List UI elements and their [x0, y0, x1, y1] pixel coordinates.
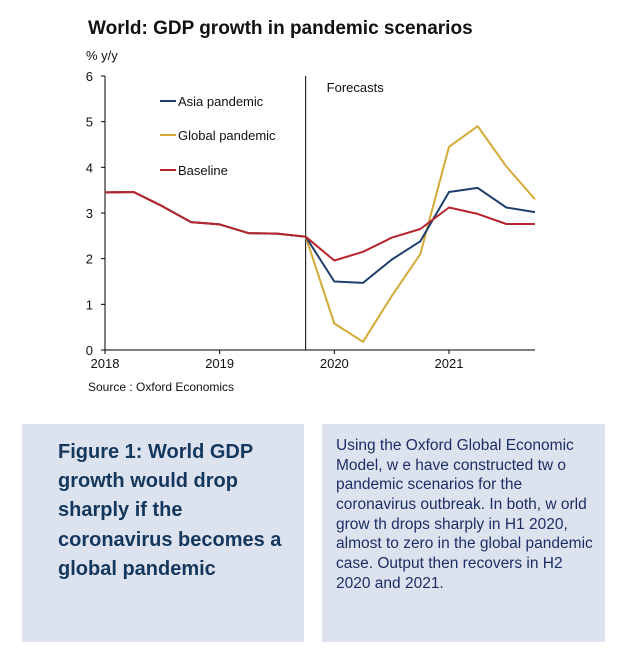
- y-axis-label: % y/y: [86, 48, 118, 63]
- series-line-baseline: [104, 191, 535, 262]
- y-tick-label: 0: [86, 343, 93, 358]
- chart-series: [104, 125, 536, 343]
- x-tick-label: 2021: [435, 356, 464, 371]
- y-tick-label: 2: [86, 252, 93, 267]
- y-tick-label: 4: [86, 160, 93, 175]
- x-tick-label: 2019: [205, 356, 234, 371]
- y-tick-label: 5: [86, 115, 93, 130]
- chart-title: World: GDP growth in pandemic scenarios: [88, 18, 473, 39]
- series-line-global-pandemic: [104, 125, 536, 343]
- figure-caption-panel: Figure 1: World GDP growth would drop sh…: [22, 424, 304, 642]
- figure-caption: Figure 1: World GDP growth would drop sh…: [58, 441, 282, 580]
- chart-axes: 0 1 2 3 4 5 6 % y/y 2018 2019 2020 2021 Forecasts: [86, 48, 535, 371]
- series-line-asia-pandemic: [104, 186, 536, 284]
- figure-description: Using the Oxford Global Economic Model, …: [336, 437, 593, 592]
- y-tick-label: 3: [86, 206, 93, 221]
- x-tick-label: 2020: [320, 356, 349, 371]
- y-tick-label: 6: [86, 69, 93, 84]
- legend-label-global-pandemic: Global pandemic: [178, 128, 276, 143]
- figure-text-panel: Using the Oxford Global Economic Model, …: [322, 424, 605, 642]
- x-tick-label: 2018: [91, 356, 120, 371]
- legend-label-baseline: Baseline: [178, 163, 228, 178]
- line-chart: 0 1 2 3 4 5 6 % y/y 2018 2019 2020 2021 Forecasts As…: [86, 48, 536, 371]
- legend-label-asia-pandemic: Asia pandemic: [178, 94, 264, 109]
- y-tick-label: 1: [86, 297, 93, 312]
- forecast-label: Forecasts: [327, 80, 385, 95]
- chart-source: Source : Oxford Economics: [88, 380, 235, 394]
- chart-legend: Asia pandemic Global pandemic Baseline: [160, 94, 276, 178]
